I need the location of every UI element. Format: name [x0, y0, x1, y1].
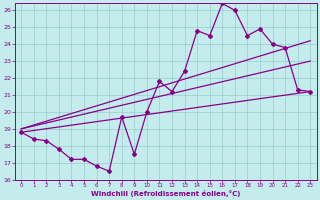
X-axis label: Windchill (Refroidissement éolien,°C): Windchill (Refroidissement éolien,°C): [91, 190, 240, 197]
